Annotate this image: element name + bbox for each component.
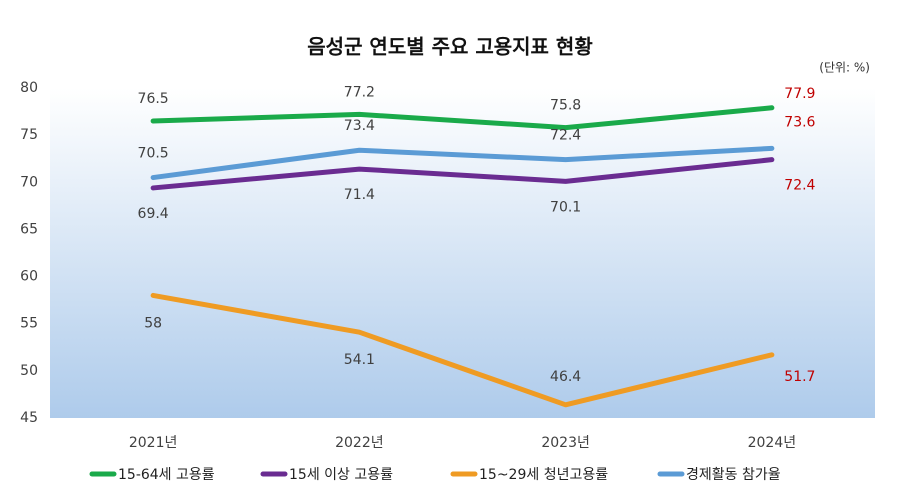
series-line [150,145,775,181]
data-label: 77.9 [784,86,815,102]
series-line [150,105,775,131]
y-tick-label: 60 [20,269,38,285]
x-tick-label: 2024년 [748,435,797,451]
y-tick-label: 45 [20,410,38,426]
x-tick-label: 2021년 [129,435,178,451]
data-label: 75.8 [550,98,581,114]
y-tick-label: 75 [20,127,38,143]
data-label: 46.4 [550,369,581,385]
chart-title: 음성군 연도별 주요 고용지표 현황 [307,35,593,59]
series-line [150,157,775,191]
unit-label: (단위: %) [819,61,870,75]
data-label: 69.4 [138,206,169,222]
data-label: 51.7 [784,369,815,385]
data-label: 71.4 [344,187,375,203]
legend-label: 15~29세 청년고용률 [479,467,608,483]
legend-label: 경제활동 참가율 [686,467,781,483]
data-label: 73.6 [784,114,815,130]
data-label: 70.5 [138,146,169,162]
data-label: 70.1 [550,199,581,215]
x-tick-label: 2023년 [541,435,590,451]
data-label: 77.2 [344,84,375,100]
data-label: 73.4 [344,118,375,134]
data-label: 72.4 [550,128,581,144]
y-tick-label: 65 [20,221,38,237]
x-tick-label: 2022년 [335,435,384,451]
y-tick-label: 70 [20,174,38,190]
legend-label: 15-64세 고용률 [118,467,215,483]
data-label: 76.5 [138,91,169,107]
data-label: 54.1 [344,352,375,368]
y-tick-label: 50 [20,363,38,379]
data-label: 72.4 [784,178,815,194]
legend-label: 15세 이상 고용률 [289,467,393,483]
y-tick-label: 55 [20,316,38,332]
data-label: 58 [144,315,162,331]
series-line [150,292,775,408]
y-tick-label: 80 [20,80,38,96]
